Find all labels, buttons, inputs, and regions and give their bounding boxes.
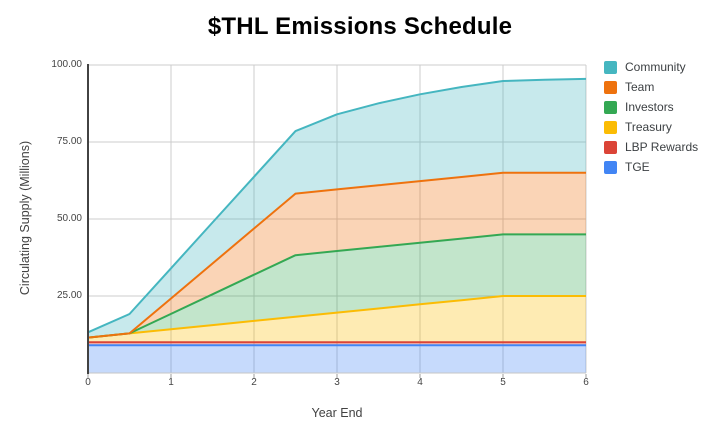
chart-title: $THL Emissions Schedule <box>207 13 513 40</box>
legend-item: Community <box>604 57 698 77</box>
legend-label: TGE <box>625 160 650 174</box>
area-tge <box>88 345 586 373</box>
y-tick-label: 50.00 <box>56 213 82 224</box>
legend-swatch <box>604 60 617 74</box>
x-tick-label: 3 <box>334 377 340 388</box>
legend-label: Treasury <box>625 120 672 134</box>
legend-item: Treasury <box>604 117 698 137</box>
legend-item: LBP Rewards <box>604 137 698 157</box>
series-outlines <box>87 77 587 347</box>
legend-label: Community <box>625 60 686 74</box>
area-community <box>88 78 586 338</box>
line-treasury <box>87 295 586 339</box>
y-tick-label: 25.00 <box>56 290 82 301</box>
legend-swatch <box>604 160 617 174</box>
legend-swatch <box>604 100 617 114</box>
line-investors <box>87 233 586 339</box>
legend-item: TGE <box>604 157 698 177</box>
legend-swatch <box>604 80 617 94</box>
axes <box>87 64 587 378</box>
x-tick-label: 0 <box>85 377 91 388</box>
y-tick-label: 100.00 <box>51 59 82 70</box>
legend-label: Investors <box>625 100 674 114</box>
x-axis-title: Year End <box>311 406 363 420</box>
y-tick-label: 75.00 <box>56 136 82 147</box>
x-tick-label: 2 <box>251 377 257 388</box>
legend: Community Team Investors Treasury LBP Reward… <box>604 57 698 177</box>
line-community <box>87 77 587 334</box>
area-team <box>88 172 586 338</box>
legend-swatch <box>604 140 617 154</box>
area-investors <box>88 234 586 338</box>
legend-label: LBP Rewards <box>625 140 699 154</box>
area-treasury <box>88 296 586 343</box>
area-series <box>88 78 586 373</box>
legend-swatch <box>604 120 617 134</box>
x-tick-label: 1 <box>168 377 174 388</box>
gridlines <box>88 64 587 373</box>
x-tick-label: 5 <box>500 377 506 388</box>
legend-item: Team <box>604 77 698 97</box>
line-team <box>87 171 586 339</box>
x-tick-label: 6 <box>583 377 589 388</box>
legend-item: Investors <box>604 97 698 117</box>
x-tick-label: 4 <box>417 377 423 388</box>
legend-label: Team <box>625 80 655 94</box>
